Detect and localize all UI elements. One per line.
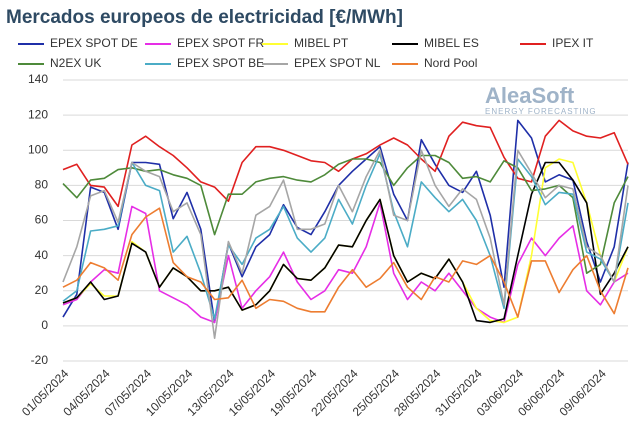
series-line [62, 161, 629, 324]
legend-label: EPEX SPOT DE [50, 36, 138, 50]
legend-label: EPEX SPOT FR [177, 36, 264, 50]
watermark-tagline: ENERGY FORECASTING [485, 107, 597, 116]
y-tick-label: 60 [35, 213, 49, 227]
y-tick-label: 140 [28, 72, 48, 86]
series-line [62, 149, 629, 339]
legend-label: IPEX IT [552, 36, 594, 50]
series-line [62, 119, 629, 208]
legend-label: EPEX SPOT BE [177, 56, 264, 70]
series-line [62, 119, 629, 324]
y-tick-label: 20 [35, 283, 49, 297]
series-line [62, 207, 629, 318]
y-tick-label: 120 [28, 107, 48, 121]
watermark-brand: AleaSoft [485, 83, 575, 108]
y-tick-label: 100 [28, 142, 48, 156]
legend-label: Nord Pool [424, 56, 477, 70]
series-line [62, 154, 629, 274]
y-tick-label: 0 [41, 318, 48, 332]
series-line [62, 158, 629, 324]
y-tick-label: 80 [35, 178, 49, 192]
legend-label: N2EX UK [50, 56, 101, 70]
legend-label: MIBEL PT [294, 36, 349, 50]
chart-title: Mercados europeos de electricidad [€/MWh… [6, 7, 403, 28]
y-tick-label: -20 [31, 353, 49, 367]
series-line [62, 153, 629, 320]
legend-label: EPEX SPOT NL [294, 56, 381, 70]
legend-label: MIBEL ES [424, 36, 479, 50]
y-tick-label: 40 [35, 248, 49, 262]
